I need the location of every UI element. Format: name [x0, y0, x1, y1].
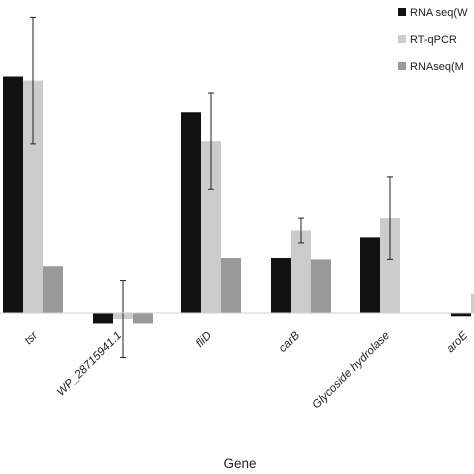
x-tick-label-3: carB	[277, 329, 302, 354]
bar-series-a-2	[181, 112, 201, 313]
bar-series-c-1	[133, 313, 153, 324]
error-bar-series-b-3	[298, 217, 304, 244]
error-bar-series-b-2	[208, 92, 214, 190]
x-tick-labels: tsr WP_28715941.1 fliD carB Glycoside hydrol…	[23, 329, 471, 412]
error-bar-series-b-0	[30, 16, 36, 145]
bar-series-a-0	[3, 76, 23, 313]
bar-series-c-3	[311, 259, 331, 313]
bar-series-b-2	[201, 141, 221, 313]
x-axis-title: Gene	[223, 456, 256, 471]
x-tick-label-1: WP_28715941.1	[55, 330, 124, 399]
bar-series-b-5	[471, 293, 474, 313]
bar-series-c-2	[221, 258, 241, 313]
bar-series-c-0	[43, 266, 63, 313]
legend: RNA seq(W RT-qPCR RNAseq(M	[398, 7, 468, 73]
legend-swatch-series-a	[398, 8, 406, 16]
error-bar-series-b-4	[387, 176, 393, 260]
bars-layer	[3, 76, 474, 324]
x-tick-label-5: aroE	[444, 329, 470, 355]
legend-label-series-a: RNA seq(W	[410, 7, 468, 19]
legend-swatch-series-b	[398, 35, 406, 43]
bar-series-b-3	[291, 230, 311, 313]
bar-series-a-3	[271, 258, 291, 313]
legend-swatch-series-c	[398, 62, 406, 70]
error-bars-layer	[30, 16, 393, 359]
x-tick-label-2: fliD	[194, 330, 214, 350]
legend-label-series-b: RT-qPCR	[410, 34, 457, 46]
bar-series-a-1	[93, 313, 113, 324]
bar-series-a-4	[360, 237, 380, 313]
legend-label-series-c: RNAseq(M	[410, 61, 464, 73]
bar-series-b-0	[23, 80, 43, 313]
x-tick-label-4: Glycoside hydrolase	[310, 330, 392, 412]
error-bar-series-b-1	[120, 280, 126, 359]
x-tick-label-0: tsr	[23, 329, 41, 347]
bar-series-b-4	[380, 218, 400, 313]
bar-series-a-5	[451, 313, 471, 317]
